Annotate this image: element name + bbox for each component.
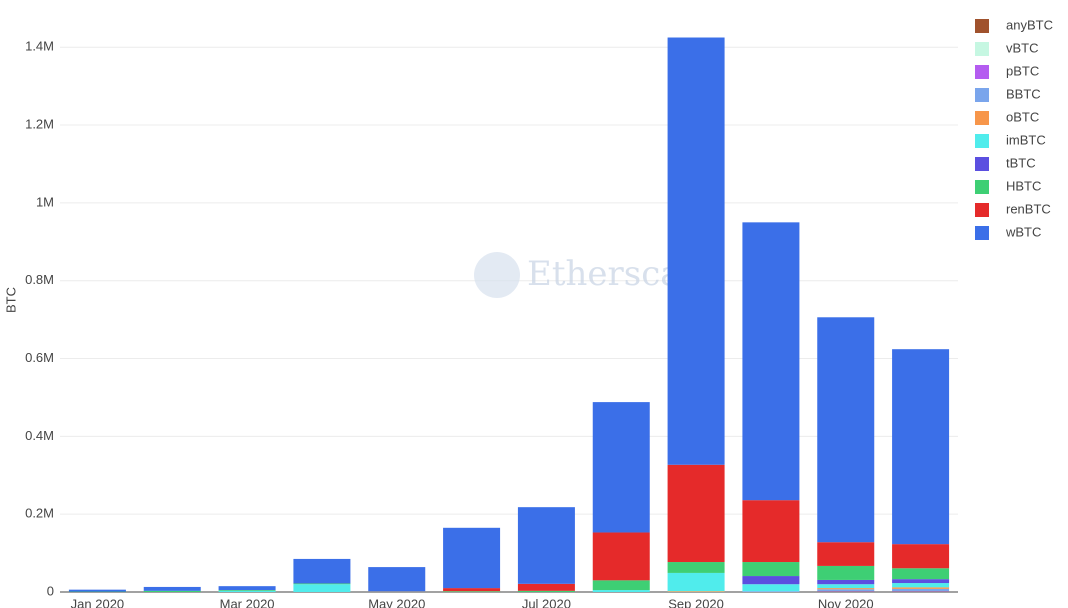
bar-segment [517, 590, 575, 592]
bar-segment [592, 402, 650, 533]
legend-label: vBTC [1006, 40, 1039, 55]
bar-segment [742, 584, 800, 592]
legend-label: renBTC [1006, 201, 1051, 216]
legend-label: pBTC [1006, 63, 1039, 78]
y-tick-label: 0.8M [25, 272, 54, 287]
legend-label: BBTC [1006, 86, 1041, 101]
bar-segment [368, 567, 426, 592]
bar-segment [892, 349, 950, 545]
bar-segment [667, 37, 725, 465]
legend-swatch [975, 134, 989, 148]
bar-segment [143, 586, 201, 591]
bar-segment [68, 589, 126, 592]
legend-swatch [975, 88, 989, 102]
legend-swatch [975, 157, 989, 171]
legend-swatch [975, 203, 989, 217]
legend-label: imBTC [1006, 132, 1046, 147]
bar-segment [443, 588, 501, 592]
legend-swatch [975, 226, 989, 240]
bar-segment [892, 583, 950, 588]
bar-segment [592, 590, 650, 592]
bar-segment [892, 588, 950, 592]
y-tick-label: 0.2M [25, 506, 54, 521]
bar-segment [817, 542, 875, 566]
bar-segment [817, 565, 875, 580]
bar-segment [742, 222, 800, 501]
bar-segment [667, 591, 725, 592]
bar-segment [517, 583, 575, 591]
y-tick-label: 1.4M [25, 39, 54, 54]
bar-segment [592, 532, 650, 581]
y-axis-title: BTC [3, 287, 18, 313]
bar-segment [817, 588, 875, 590]
legend-swatch [975, 180, 989, 194]
bar-segment [143, 590, 201, 592]
bar-segment [817, 317, 875, 543]
y-tick-label: 1M [36, 194, 54, 209]
bar-segment [517, 507, 575, 584]
bar-segment [742, 576, 800, 585]
legend-swatch [975, 42, 989, 56]
bar-segment [742, 591, 800, 592]
legend-swatch [975, 65, 989, 79]
bar-segment [892, 544, 950, 569]
bar-segment [817, 584, 875, 589]
legend-label: tBTC [1006, 155, 1036, 170]
bar-segment [892, 568, 950, 580]
legend-label: HBTC [1006, 178, 1041, 193]
bar-segment [443, 527, 501, 589]
y-tick-label: 0.4M [25, 428, 54, 443]
y-tick-label: 1.2M [25, 116, 54, 131]
y-tick-label: 0.6M [25, 350, 54, 365]
bar-segment [667, 562, 725, 573]
legend-label: oBTC [1006, 109, 1039, 124]
legend-swatch [975, 19, 989, 33]
x-tick-label: Jul 2020 [522, 596, 571, 608]
bar-segment [742, 500, 800, 563]
legend-label: wBTC [1005, 224, 1041, 239]
bar-segment [667, 572, 725, 592]
bar-segment [293, 558, 351, 584]
bar-segment [892, 579, 950, 584]
x-tick-label: Sep 2020 [668, 596, 724, 608]
bar-segment [218, 590, 276, 591]
x-tick-label: Mar 2020 [220, 596, 275, 608]
y-tick-label: 0 [47, 583, 54, 598]
bar-segment [218, 586, 276, 591]
bar-segment [293, 584, 351, 592]
legend-swatch [975, 111, 989, 125]
bar-segment [293, 583, 351, 585]
bar-segment [218, 590, 276, 592]
bar-segment [892, 587, 950, 589]
bar-segment [592, 580, 650, 591]
bar-segment [667, 464, 725, 563]
bar-segment [742, 562, 800, 577]
x-tick-label: Jan 2020 [71, 596, 125, 608]
x-tick-label: May 2020 [368, 596, 425, 608]
legend-label: anyBTC [1006, 17, 1053, 32]
bar-segment [443, 591, 501, 592]
watermark-logo [474, 252, 520, 298]
x-tick-label: Nov 2020 [818, 596, 874, 608]
bar-segment [817, 579, 875, 585]
bar-segment [817, 589, 875, 592]
